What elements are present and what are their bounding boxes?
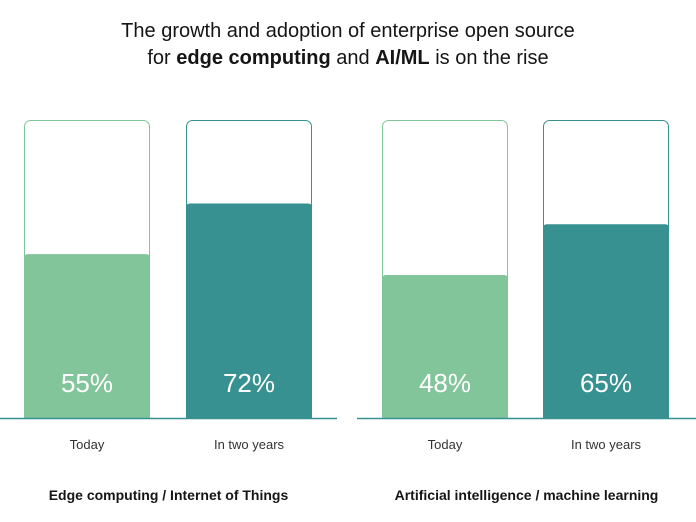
- group-title-edge: Edge computing / Internet of Things: [48, 487, 289, 503]
- chart-title-line1: The growth and adoption of enterprise op…: [121, 20, 575, 42]
- group-title-aiml: Artificial intelligence / machine learni…: [394, 487, 659, 503]
- title-suffix: is on the rise: [429, 47, 549, 69]
- category-label-0-0: Today: [70, 437, 105, 452]
- bar-value-label-0-1: 72%: [223, 368, 275, 398]
- category-label-1-0: Today: [428, 437, 463, 452]
- bar-value-label-0-0: 55%: [61, 368, 113, 398]
- chart-title-line2: for edge computing and AI/ML is on the r…: [0, 45, 696, 72]
- title-prefix: for: [147, 47, 177, 69]
- title-bold-aiml: AI/ML: [375, 47, 430, 69]
- category-label-1-1: In two years: [571, 437, 642, 452]
- bar-value-label-1-1: 65%: [580, 368, 632, 398]
- bar-0-0: [24, 254, 150, 418]
- title-mid: and: [330, 47, 376, 69]
- category-label-0-1: In two years: [214, 437, 285, 452]
- bar-0-1: [186, 203, 312, 418]
- chart-title: The growth and adoption of enterprise op…: [0, 18, 696, 72]
- bar-1-1: [543, 224, 669, 418]
- bar-1-0: [382, 274, 508, 418]
- title-bold-edge: edge computing: [176, 47, 331, 69]
- bar-value-label-1-0: 48%: [419, 368, 471, 398]
